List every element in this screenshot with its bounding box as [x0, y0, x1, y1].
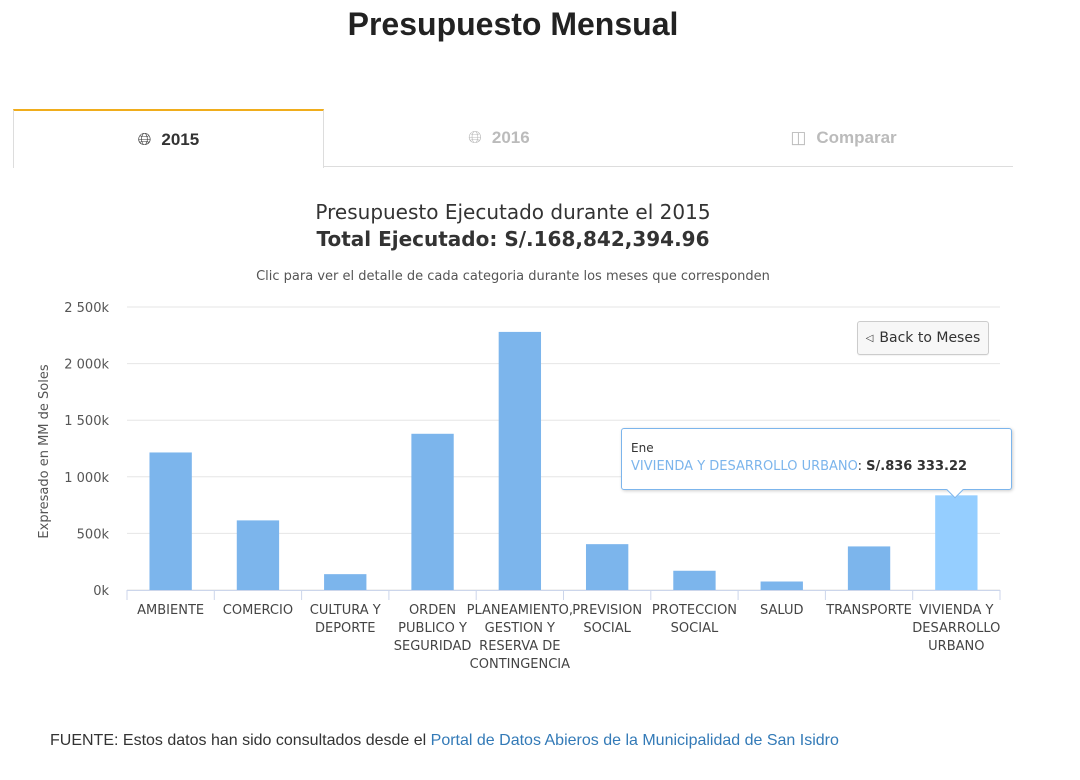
y-tick-label: 2 000k	[64, 358, 109, 373]
tab-2016[interactable]: 🌐︎ 2016	[324, 109, 674, 167]
bar	[411, 433, 454, 590]
bar	[585, 544, 629, 590]
total-value: S/.168,842,394.96	[504, 227, 710, 251]
x-tick-label: COMERCIO	[223, 603, 293, 618]
bar-chart: 0k 500k 1 000k 1 500k 2 000k 2 500k Expresado …	[37, 301, 1001, 672]
chart-subtitle: Clic para ver el detalle de cada categor…	[256, 269, 770, 284]
chart-tooltip: Ene VIVIENDA Y DESARROLLO URBANO: S/.836…	[621, 428, 1012, 499]
x-tick-label: VIVIENDA Y DESARROLLO URBANO	[912, 603, 1000, 654]
x-tick-label: AMBIENTE	[137, 603, 204, 618]
back-button-label: Back to Meses	[879, 330, 981, 346]
bar	[324, 574, 367, 590]
tab-label: 2015	[161, 129, 200, 149]
tab-label: 2016	[491, 128, 530, 147]
x-tick-label: TRANSPORTE	[825, 603, 912, 618]
tooltip-header: Ene	[631, 441, 654, 455]
globe-icon: 🌐︎	[468, 128, 482, 147]
x-tick-label: PROTECCION SOCIAL	[652, 603, 737, 636]
tooltip-value: S/.836 333.22	[866, 459, 968, 474]
globe-icon: 🌐︎	[137, 129, 152, 149]
y-tick-label: 2 500k	[64, 301, 109, 316]
tooltip-series: VIVIENDA Y DESARROLLO URBANO	[631, 459, 858, 474]
back-to-meses-button[interactable]: ◁ Back to Meses	[857, 321, 989, 355]
bar	[673, 570, 716, 590]
tooltip-row: VIVIENDA Y DESARROLLO URBANO: S/.836 333…	[631, 459, 968, 474]
bar	[935, 495, 978, 590]
bar	[236, 520, 280, 590]
y-tick-label: 1 500k	[64, 414, 109, 429]
source-link[interactable]: Portal de Datos Abieros de la Municipali…	[430, 732, 839, 749]
x-tick-label: ORDEN PUBLICO Y SEGURIDAD	[394, 603, 472, 654]
y-axis-title: Expresado en MM de Soles	[37, 364, 52, 538]
tab-label: Comparar	[816, 128, 897, 147]
page-title: Presupuesto Mensual	[347, 6, 679, 42]
bar	[149, 452, 192, 590]
tab-comparar[interactable]: ◫ Comparar	[674, 109, 1013, 167]
compare-icon: ◫	[790, 128, 807, 147]
chart-container: Presupuesto Ejecutado durante el 2015 To…	[0, 190, 1080, 690]
y-tick-label: 500k	[77, 527, 110, 542]
tab-2015[interactable]: 🌐︎ 2015	[13, 109, 324, 168]
chart-title: Presupuesto Ejecutado durante el 2015	[315, 200, 711, 224]
source-note: FUENTE: Estos datos han sido consultados…	[50, 732, 839, 750]
y-tick-label: 0k	[93, 584, 109, 599]
chart-total: Total Ejecutado: S/.168,842,394.96	[316, 227, 710, 251]
total-label: Total Ejecutado	[316, 227, 490, 251]
year-tabs: 🌐︎ 2015 🌐︎ 2016 ◫ Comparar	[13, 109, 1013, 168]
source-prefix: FUENTE: Estos datos han sido consultados…	[50, 732, 427, 749]
triangle-left-icon: ◁	[865, 332, 874, 344]
x-tick-label: SALUD	[760, 603, 804, 618]
x-tick-label: PLANEAMIENTO, GESTION Y RESERVA DE CONTINGE…	[467, 603, 573, 672]
bar	[847, 546, 891, 590]
bar	[760, 581, 803, 590]
y-tick-label: 1 000k	[64, 471, 109, 486]
x-tick-label: PREVISION SOCIAL	[572, 603, 642, 636]
bar	[498, 331, 542, 590]
x-tick-label: CULTURA Y DEPORTE	[310, 603, 381, 636]
